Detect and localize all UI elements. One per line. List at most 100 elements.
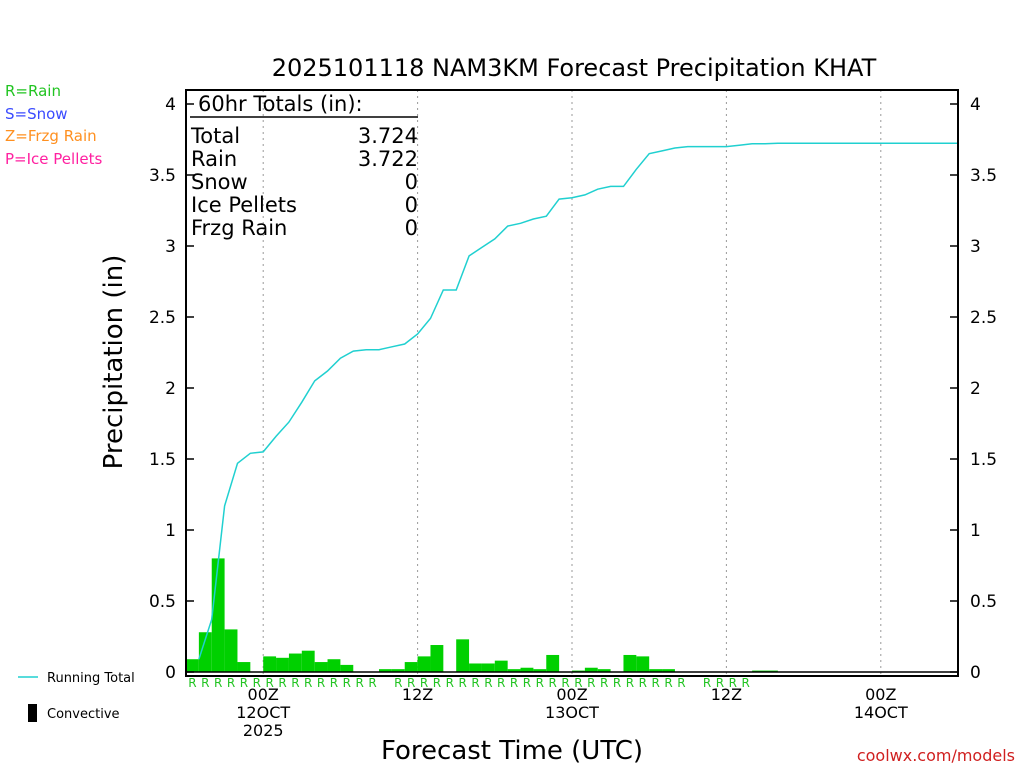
ptype-legend: R=Rain S=Snow Z=Frzg Rain P=Ice Pellets [5, 82, 102, 168]
x-tick-label-0-1: 00Z [248, 685, 279, 704]
ptype-symbol-hour-35: R [626, 676, 634, 690]
ptype-symbol-hour-23: R [471, 676, 479, 690]
precip-bar-hour-18 [404, 662, 418, 672]
ptype-symbol-hour-19: R [420, 676, 428, 690]
legend-running-total-label: Running Total [47, 671, 135, 686]
y-tick-label-left-3: 1.5 [149, 450, 176, 470]
x-tick-label-4-1: 00Z [865, 685, 896, 704]
totals-rain-label: Rain [191, 147, 237, 171]
y-tick-label-right-0: 0 [970, 663, 981, 683]
ptype-legend-ice-pellets: P=Ice Pellets [5, 150, 102, 168]
precip-bar-hour-25 [494, 660, 508, 672]
ptype-symbol-hour-14: R [356, 676, 364, 690]
precip-bar-hour-24 [481, 663, 495, 672]
totals-rain-value: 3.722 [358, 147, 418, 171]
precip-bar-hour-3 [211, 558, 225, 672]
totals-snow-label: Snow [191, 170, 248, 194]
ptype-symbol-hour-44: R [742, 676, 750, 690]
precip-bar-hour-7 [263, 656, 277, 672]
precip-bar-hour-4 [224, 629, 238, 672]
precip-bar-hour-20 [430, 645, 444, 672]
ptype-symbol-hour-32: R [587, 676, 595, 690]
precip-bar-hour-36 [636, 656, 650, 672]
precip-bar-hour-5 [237, 662, 251, 672]
ptype-symbol-hour-29: R [549, 676, 557, 690]
y-tick-label-left-4: 2 [165, 379, 176, 399]
ptype-symbol-hour-43: R [729, 676, 737, 690]
ptype-symbol-hour-8: R [278, 676, 286, 690]
legend-convective-swatch [28, 704, 37, 722]
ptype-symbol-hour-31: R [574, 676, 582, 690]
ptype-symbol-hour-11: R [317, 676, 325, 690]
ptype-symbol-hour-15: R [368, 676, 376, 690]
ptype-legend-snow: S=Snow [5, 105, 68, 123]
y-tick-label-left-7: 3.5 [149, 166, 176, 186]
ptype-symbol-hour-21: R [446, 676, 454, 690]
ptype-symbol-hour-17: R [394, 676, 402, 690]
ptype-symbol-hour-1: R [188, 676, 196, 690]
x-tick-label-3-1: 12Z [711, 685, 742, 704]
x-axis-label: Forecast Time (UTC) [381, 736, 643, 766]
totals-header: 60hr Totals (in): [198, 92, 363, 116]
precip-bar-hour-19 [417, 656, 431, 672]
precip-bar-hour-22 [456, 639, 470, 672]
ptype-symbol-hour-30: R [561, 676, 569, 690]
precip-bar-hour-29 [546, 654, 560, 672]
y-tick-label-left-5: 2.5 [149, 308, 176, 328]
precip-bar-hour-1 [186, 659, 199, 672]
ptype-symbol-hour-3: R [214, 676, 222, 690]
ptype-symbol-hour-39: R [677, 676, 685, 690]
x-tick-label-1-1: 12Z [402, 685, 433, 704]
ptype-symbol-hour-9: R [291, 676, 299, 690]
totals-box: 60hr Totals (in): Total 3.724 Rain 3.722… [190, 92, 418, 240]
y-tick-label-right-7: 3.5 [970, 166, 997, 186]
totals-ice-pellets-value: 0 [405, 193, 418, 217]
ptype-legend-frzg-rain: Z=Frzg Rain [5, 127, 97, 145]
ptype-symbol-hour-5: R [240, 676, 248, 690]
precip-bar-hour-9 [288, 653, 302, 672]
precip-bar-hour-10 [301, 650, 315, 672]
x-tick-label-2-1: 00Z [556, 685, 587, 704]
ptype-symbol-hour-42: R [716, 676, 724, 690]
totals-snow-value: 0 [405, 170, 418, 194]
totals-total-value: 3.724 [358, 124, 418, 148]
precip-bar-hour-37 [649, 669, 663, 672]
totals-frzg-rain-value: 0 [405, 216, 418, 240]
ptype-symbol-hour-36: R [639, 676, 647, 690]
totals-total-label: Total [190, 124, 240, 148]
x-tick-label-2-2: 13OCT [545, 703, 599, 722]
ptype-symbol-hour-2: R [201, 676, 209, 690]
y-axis-label: Precipitation (in) [99, 255, 129, 470]
y-tick-label-right-2: 1 [970, 521, 981, 541]
ptype-symbol-hour-13: R [343, 676, 351, 690]
precip-bar-hour-2 [198, 632, 212, 672]
ptype-symbol-hour-28: R [536, 676, 544, 690]
ptype-symbol-hour-26: R [510, 676, 518, 690]
precip-bar-hour-23 [469, 663, 482, 672]
y-tick-label-left-8: 4 [165, 95, 176, 115]
y-axis-ticks: 0 00.5 0.51 11.5 1.52 22.5 2.53 33.5 3.54 4 [149, 95, 997, 683]
ptype-symbol-hour-33: R [600, 676, 608, 690]
precip-bar-hour-35 [623, 654, 637, 672]
precip-bar-hour-26 [507, 669, 521, 672]
ptype-legend-rain: R=Rain [5, 82, 61, 100]
x-tick-label-4-2: 14OCT [854, 703, 908, 722]
ptype-symbol-hour-24: R [484, 676, 492, 690]
ptype-symbol-hour-34: R [613, 676, 621, 690]
credit-text: coolwx.com/models [857, 746, 1015, 765]
ptype-symbol-hour-4: R [227, 676, 235, 690]
precip-bar-hour-27 [520, 667, 534, 672]
totals-ice-pellets-label: Ice Pellets [191, 193, 297, 217]
y-tick-label-left-2: 1 [165, 521, 176, 541]
running-total-line [198, 142, 958, 660]
precip-bar-hour-17 [391, 669, 405, 672]
ptype-symbol-hour-10: R [304, 676, 312, 690]
ptype-symbol-hour-37: R [651, 676, 659, 690]
precip-bar-hour-38 [662, 669, 675, 672]
vertical-gridlines [262, 90, 882, 676]
chart-title: 2025101118 NAM3KM Forecast Precipitation… [272, 54, 877, 82]
x-tick-label-0-2: 12OCT [236, 703, 290, 722]
precip-bar-hour-8 [276, 657, 289, 672]
